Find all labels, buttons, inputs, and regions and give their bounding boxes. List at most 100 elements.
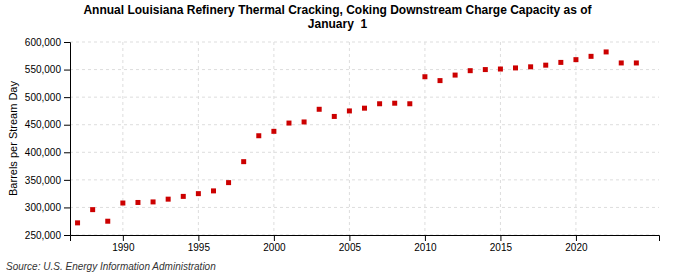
point (634, 60, 639, 65)
grid-line (198, 42, 199, 235)
tick-label: 400,000 (25, 147, 62, 158)
y-axis: 250,000 300,000 350,000 400,000 450,000 500,0… (25, 37, 71, 241)
point (151, 199, 156, 204)
tick: 300,000 (25, 202, 70, 213)
tick-mark (576, 235, 577, 241)
grid-line (122, 42, 123, 235)
point (75, 220, 80, 225)
tick-label: 350,000 (25, 175, 62, 186)
tick-mark (123, 235, 124, 241)
tick-label: 250,000 (25, 230, 62, 241)
tick: 2010 (414, 235, 437, 253)
tick: 550,000 (25, 64, 70, 75)
points (75, 49, 639, 225)
tick-label: 1990 (112, 242, 135, 253)
grid-line (70, 207, 659, 208)
point (468, 68, 473, 73)
tick-mark (64, 207, 70, 208)
grid-line (70, 97, 659, 98)
y-axis-line (64, 43, 71, 236)
point (407, 101, 412, 106)
tick-mark (64, 235, 70, 236)
x-axis-line (71, 236, 660, 242)
tick-mark (500, 235, 501, 241)
point (317, 107, 322, 112)
point (211, 188, 216, 193)
point (362, 106, 367, 111)
grid-line (70, 42, 659, 43)
point (286, 121, 291, 126)
tick-mark (425, 235, 426, 241)
point (302, 119, 307, 124)
y-axis-title: Barrels per Stream Day (7, 81, 19, 196)
grid-line (70, 152, 659, 153)
tick: 1990 (112, 235, 135, 253)
tick: 500,000 (25, 92, 70, 103)
grid-line (424, 42, 425, 235)
point (513, 65, 518, 70)
point (573, 57, 578, 62)
tick: 400,000 (25, 147, 70, 158)
point (347, 108, 352, 113)
tick-label: 550,000 (25, 64, 62, 75)
tick-mark (64, 42, 70, 43)
tick: 2000 (263, 235, 286, 253)
chart: 1990 1995 2000 2005 2010 2015 2020 250,000 300,0… (0, 0, 675, 275)
tick-mark (349, 235, 350, 241)
tick-mark (64, 97, 70, 98)
tick-label: 2015 (490, 242, 513, 253)
point (453, 73, 458, 78)
tick-mark (198, 235, 199, 241)
tick-label: 2010 (414, 242, 437, 253)
tick-mark (64, 70, 70, 71)
tick-label: 2005 (339, 242, 362, 253)
x-axis: 1990 1995 2000 2005 2010 2015 2020 (71, 235, 660, 253)
point (589, 54, 594, 59)
tick-mark (64, 152, 70, 153)
tick-mark (64, 125, 70, 126)
point (105, 219, 110, 224)
grid-line (70, 179, 659, 180)
point (558, 60, 563, 65)
tick: 350,000 (25, 175, 70, 186)
point (90, 207, 95, 212)
tick-label: 2020 (565, 242, 588, 253)
grid-line (70, 124, 659, 125)
tick: 2015 (490, 235, 513, 253)
tick-label: 1995 (188, 242, 211, 253)
point (392, 101, 397, 106)
point (604, 49, 609, 54)
tick: 2005 (339, 235, 362, 253)
tick-label: 450,000 (25, 119, 62, 130)
tick-label: 600,000 (25, 37, 62, 48)
tick-label: 300,000 (25, 202, 62, 213)
point (181, 194, 186, 199)
tick-mark (64, 180, 70, 181)
grid-line (349, 42, 350, 235)
point (619, 60, 624, 65)
tick: 450,000 (25, 119, 70, 130)
grid (70, 42, 659, 235)
tick-mark (274, 235, 275, 241)
point (166, 197, 171, 202)
point (498, 67, 503, 72)
tick-label: 500,000 (25, 92, 62, 103)
grid-line (273, 42, 274, 235)
grid-line (70, 69, 659, 70)
point (332, 114, 337, 119)
point (483, 67, 488, 72)
point (196, 191, 201, 196)
point (226, 180, 231, 185)
annotation: Source: U.S. Energy Information Administ… (6, 261, 216, 272)
tick: 1995 (188, 235, 211, 253)
point (120, 201, 125, 206)
tick: 250,000 (25, 230, 70, 241)
point (543, 63, 548, 68)
point (271, 129, 276, 134)
title: Annual Louisiana Refinery Thermal Cracki… (83, 3, 592, 31)
tick: 600,000 (25, 37, 70, 48)
tick-label: 2000 (263, 242, 286, 253)
point (422, 74, 427, 79)
point (256, 133, 261, 138)
grid-line (575, 42, 576, 235)
